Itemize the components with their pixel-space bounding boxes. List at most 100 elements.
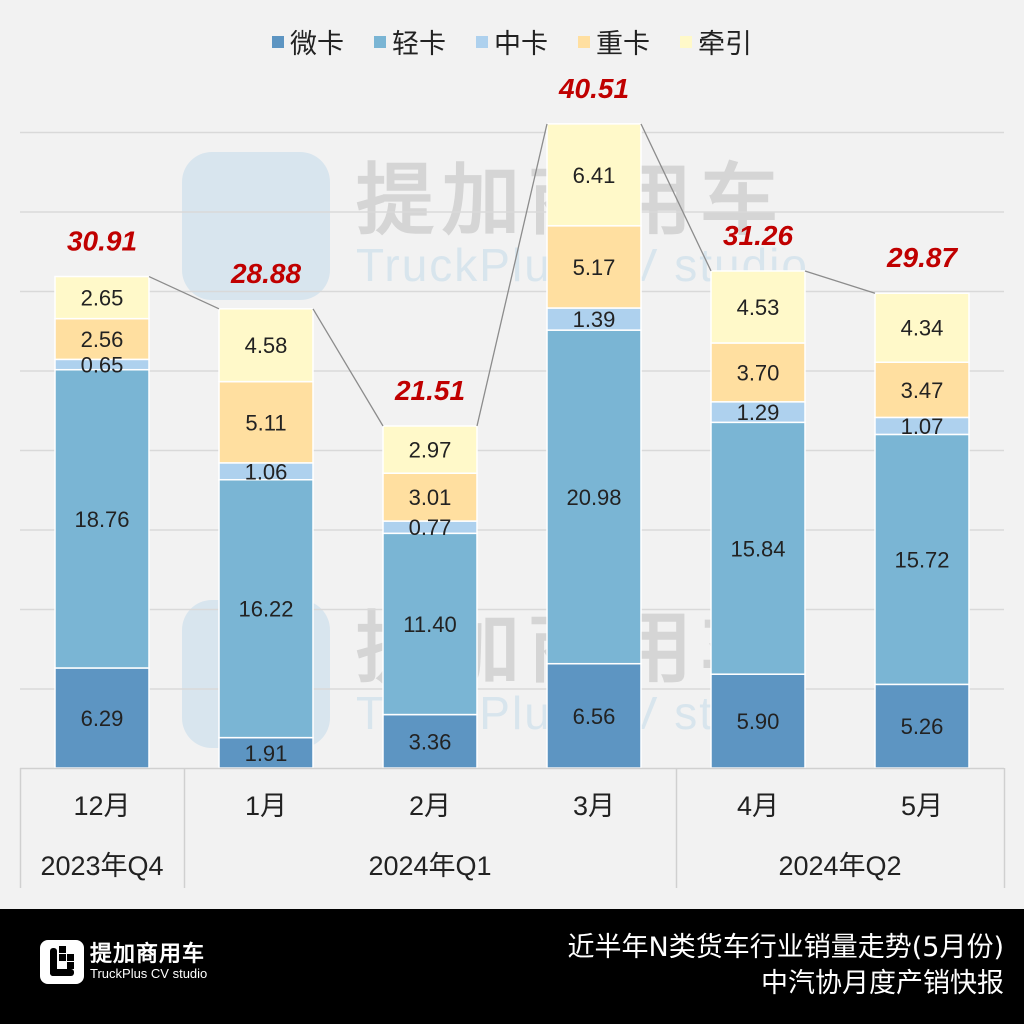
bar-segment xyxy=(54,275,150,320)
footer-logo-en: TruckPlus CV studio xyxy=(90,965,208,981)
data-label: 3.70 xyxy=(737,360,780,385)
legend-item-heavy: 重卡 xyxy=(578,22,650,61)
data-label: 3.36 xyxy=(409,729,452,754)
legend-swatch-light xyxy=(374,35,386,48)
data-label: 0.65 xyxy=(81,353,124,378)
data-label: 4.34 xyxy=(901,316,944,341)
bar-segment xyxy=(546,662,642,769)
legend-label-micro: 微卡 xyxy=(290,29,344,60)
data-label: 6.41 xyxy=(573,163,616,188)
stacked-bar-chart: 6.29 18.76 0.652.56 2.65 30.91 1.91 16.22 1.06 5… xyxy=(19,73,1006,888)
legend-label-tractor: 牵引 xyxy=(698,29,752,60)
data-label: 5.11 xyxy=(245,410,286,435)
category-label: 5月 xyxy=(901,791,943,821)
trend-line xyxy=(312,308,384,427)
data-label: 5.17 xyxy=(573,255,616,280)
legend-item-tractor: 牵引 xyxy=(680,22,752,61)
data-label: 3.01 xyxy=(409,485,452,510)
footer-title-line2: 中汽协月度产销快报 xyxy=(761,968,1004,999)
bar-segment xyxy=(710,673,806,769)
category-label: 4月 xyxy=(737,791,779,821)
legend-swatch-micro xyxy=(272,35,284,48)
legend-item-light: 轻卡 xyxy=(374,22,446,61)
total-label: 31.26 xyxy=(723,220,793,251)
footer-bar xyxy=(0,909,1024,1024)
legend-item-medium: 中卡 xyxy=(476,22,548,61)
total-trend-lines xyxy=(148,123,876,427)
total-label: 21.51 xyxy=(394,375,465,406)
bar-segment xyxy=(218,478,314,739)
bar-segment xyxy=(546,123,642,227)
trend-line xyxy=(804,270,876,294)
bar-segment xyxy=(546,329,642,665)
value-labels: 6.29 18.76 0.652.56 2.65 30.91 1.91 16.22 1.06 5… xyxy=(67,73,958,766)
legend-item-micro: 微卡 xyxy=(272,22,344,61)
legend-label-heavy: 重卡 xyxy=(596,29,650,60)
bar-segment xyxy=(710,421,806,675)
data-label: 15.72 xyxy=(894,547,949,572)
bar-segment xyxy=(546,225,642,309)
bar-segment xyxy=(710,342,806,403)
data-label: 1.91 xyxy=(245,741,288,766)
data-label: 4.58 xyxy=(245,333,288,358)
data-label: 2.56 xyxy=(81,327,124,352)
bar-segment xyxy=(54,368,150,669)
group-label: 2024年Q2 xyxy=(778,851,901,881)
total-label: 40.51 xyxy=(558,73,629,104)
data-label: 1.39 xyxy=(573,307,616,332)
bar-segment xyxy=(218,308,314,383)
category-label: 1月 xyxy=(245,791,287,821)
category-axis: 12月 1月 2月 3月 4月 5月 2023年Q4 2024年Q1 2024年Q2 xyxy=(19,767,1006,888)
total-label: 29.87 xyxy=(886,242,958,273)
bar-segment xyxy=(54,667,150,769)
total-label: 28.88 xyxy=(230,258,301,289)
data-label: 5.90 xyxy=(737,709,780,734)
watermark-logo-icon xyxy=(182,152,330,300)
footer-logo-cn: 提加商用车 xyxy=(90,941,206,967)
bar-segment xyxy=(382,472,478,522)
group-label: 2023年Q4 xyxy=(40,851,163,881)
trend-line xyxy=(640,123,712,272)
bar-segment xyxy=(710,270,806,344)
gridlines xyxy=(20,131,1004,690)
legend-swatch-heavy xyxy=(578,35,590,48)
legend-swatch-tractor xyxy=(680,35,692,48)
bar-segment xyxy=(874,292,970,363)
bars xyxy=(54,123,970,769)
category-label: 12月 xyxy=(73,791,130,821)
legend-label-medium: 中卡 xyxy=(494,29,548,60)
category-label: 2月 xyxy=(409,791,451,821)
category-label: 3月 xyxy=(573,791,615,821)
footer-title-line1: 近半年N类货车行业销量走势(5月份) xyxy=(567,932,1004,963)
data-label: 1.07 xyxy=(901,414,944,439)
data-label: 5.26 xyxy=(901,714,944,739)
bar-segment xyxy=(382,425,478,474)
data-label: 6.29 xyxy=(81,706,124,731)
data-label: 4.53 xyxy=(737,295,780,320)
data-label: 3.47 xyxy=(901,378,944,403)
footer-title: 近半年N类货车行业销量走势(5月份) 中汽协月度产销快报 xyxy=(568,930,1004,1002)
trend-line xyxy=(148,275,220,310)
legend-swatch-medium xyxy=(476,35,488,48)
chart-legend: 微卡 轻卡 中卡 重卡 牵引 xyxy=(0,22,1024,61)
data-label: 11.40 xyxy=(403,612,456,637)
data-label: 18.76 xyxy=(74,507,129,532)
bar-segment xyxy=(874,433,970,686)
bar-segment xyxy=(382,713,478,769)
data-label: 20.98 xyxy=(566,485,621,510)
group-label: 2024年Q1 xyxy=(368,851,491,881)
truckplus-logo-icon xyxy=(40,940,84,984)
data-label: 15.84 xyxy=(730,536,785,561)
data-label: 16.22 xyxy=(238,597,293,622)
trend-line xyxy=(476,123,548,427)
bar-segment xyxy=(54,317,150,361)
data-label: 2.65 xyxy=(81,286,124,311)
legend-label-light: 轻卡 xyxy=(392,29,446,60)
data-label: 6.56 xyxy=(573,704,616,729)
data-label: 2.97 xyxy=(409,438,452,463)
data-label: 1.06 xyxy=(245,459,288,484)
data-label: 1.29 xyxy=(737,400,780,425)
total-label: 30.91 xyxy=(67,226,137,257)
data-label: 0.77 xyxy=(409,515,452,540)
bar-segment xyxy=(874,683,970,769)
